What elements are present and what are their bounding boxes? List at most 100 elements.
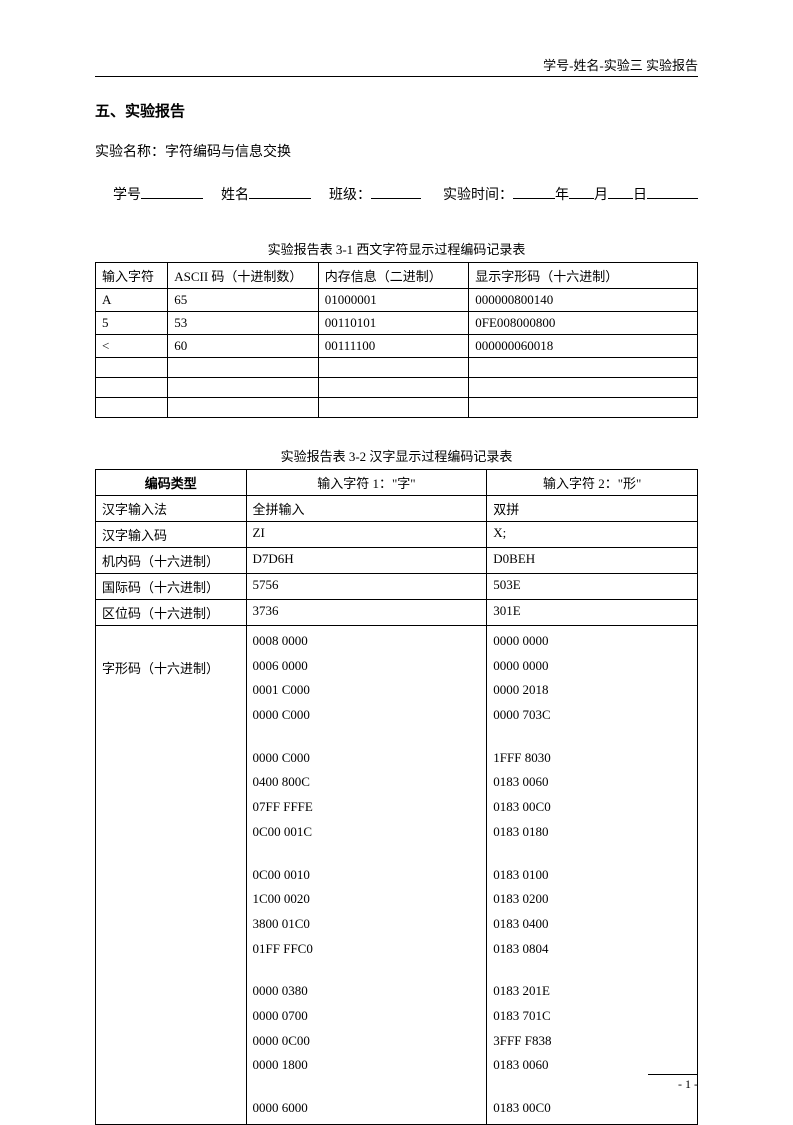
- glyph-line: 0183 201E: [493, 979, 691, 1004]
- table-cell: 汉字输入法: [96, 496, 247, 522]
- year-label: 年: [555, 184, 569, 204]
- glyph-line: [253, 961, 481, 979]
- glyph-line: 0008 0000: [253, 629, 481, 654]
- day-blank: [608, 183, 633, 199]
- glyph-line: 0000 0000: [493, 629, 691, 654]
- table-cell: D0BEH: [487, 548, 698, 574]
- header-rule: [95, 76, 698, 77]
- glyph-cell: 0000 00000000 00000000 20180000 703C 1FF…: [487, 626, 698, 1125]
- table-row: <6000111100000000060018: [96, 335, 698, 358]
- table1-header: ASCII 码（十进制数）: [168, 263, 319, 289]
- glyph-line: 0C00 0010: [253, 863, 481, 888]
- glyph-line: [253, 728, 481, 746]
- table-cell: [168, 398, 319, 418]
- table2-caption: 实验报告表 3-2 汉字显示过程编码记录表: [95, 446, 698, 465]
- glyph-line: 0C00 001C: [253, 820, 481, 845]
- glyph-line: 1C00 0020: [253, 887, 481, 912]
- day-label: 日: [633, 184, 647, 204]
- table-cell: A: [96, 289, 168, 312]
- glyph-line: 0000 0380: [253, 979, 481, 1004]
- table-cell: [469, 378, 698, 398]
- table1-header: 显示字形码（十六进制）: [469, 263, 698, 289]
- class-blank: [371, 183, 421, 199]
- glyph-line: 01FF FFC0: [253, 937, 481, 962]
- glyph-line: 1FFF 8030: [493, 746, 691, 771]
- glyph-line: 0183 00C0: [493, 795, 691, 820]
- table2-header: 编码类型: [96, 470, 247, 496]
- glyph-line: 3FFF F838: [493, 1029, 691, 1054]
- table1: 输入字符ASCII 码（十进制数）内存信息（二进制）显示字形码（十六进制）A65…: [95, 262, 698, 418]
- id-blank: [141, 183, 203, 199]
- table-row: 553001101010FE008000800: [96, 312, 698, 335]
- table-row: [96, 378, 698, 398]
- page-header: 学号-姓名-实验三 实验报告: [543, 55, 698, 74]
- table-row: A6501000001000000800140: [96, 289, 698, 312]
- table-cell: <: [96, 335, 168, 358]
- table-row: 汉字输入法全拼输入双拼: [96, 496, 698, 522]
- tail-blank: [647, 183, 698, 199]
- glyph-line: 0183 0180: [493, 820, 691, 845]
- table-cell: D7D6H: [246, 548, 487, 574]
- table-cell: 00111100: [318, 335, 469, 358]
- glyph-line: 0183 0100: [493, 863, 691, 888]
- table1-header: 内存信息（二进制）: [318, 263, 469, 289]
- table-row: 机内码（十六进制）D7D6HD0BEH: [96, 548, 698, 574]
- page-content: 五、实验报告 实验名称：字符编码与信息交换 学号 姓名 班级： 实验时间： 年 …: [95, 100, 698, 1125]
- month-label: 月: [594, 184, 608, 204]
- table-cell: [318, 358, 469, 378]
- table-cell: 双拼: [487, 496, 698, 522]
- table-row: 字形码（十六进制）0008 00000006 00000001 C0000000…: [96, 626, 698, 1125]
- glyph-line: 0000 C000: [253, 746, 481, 771]
- glyph-line: [493, 961, 691, 979]
- exp-name-value: 字符编码与信息交换: [165, 145, 291, 160]
- table2-header: 输入字符 1："字": [246, 470, 487, 496]
- table-cell: [469, 398, 698, 418]
- table-cell: 汉字输入码: [96, 522, 247, 548]
- table-cell: 00110101: [318, 312, 469, 335]
- table-cell: 01000001: [318, 289, 469, 312]
- table-cell: [96, 398, 168, 418]
- class-label: 班级：: [329, 184, 371, 204]
- month-blank: [569, 183, 594, 199]
- table1-header: 输入字符: [96, 263, 168, 289]
- table-cell: 65: [168, 289, 319, 312]
- table-cell: 3736: [246, 600, 487, 626]
- table-cell: [318, 378, 469, 398]
- glyph-line: 0001 C000: [253, 678, 481, 703]
- glyph-label-cell: 字形码（十六进制）: [96, 626, 247, 1125]
- table-cell: [96, 358, 168, 378]
- glyph-line: 3800 01C0: [253, 912, 481, 937]
- table-cell: 60: [168, 335, 319, 358]
- glyph-line: 0000 C000: [253, 703, 481, 728]
- table-row: [96, 398, 698, 418]
- glyph-line: [493, 728, 691, 746]
- table-cell: 000000060018: [469, 335, 698, 358]
- table-cell: 5756: [246, 574, 487, 600]
- glyph-line: 0000 1800: [253, 1053, 481, 1078]
- exp-name-label: 实验名称：: [95, 145, 165, 160]
- glyph-line: 0183 00C0: [493, 1096, 691, 1121]
- time-blank: [513, 183, 555, 199]
- table-cell: 区位码（十六进制）: [96, 600, 247, 626]
- table-row: 区位码（十六进制）3736301E: [96, 600, 698, 626]
- table-cell: ZI: [246, 522, 487, 548]
- table-cell: 301E: [487, 600, 698, 626]
- table-cell: [168, 378, 319, 398]
- time-label: 实验时间：: [443, 184, 513, 204]
- page-footer: - 1 -: [648, 1074, 698, 1092]
- glyph-line: [253, 845, 481, 863]
- glyph-line: 0183 0060: [493, 770, 691, 795]
- table-cell: 全拼输入: [246, 496, 487, 522]
- glyph-line: 0000 0C00: [253, 1029, 481, 1054]
- table1-caption: 实验报告表 3-1 西文字符显示过程编码记录表: [95, 239, 698, 258]
- glyph-line: 0183 0804: [493, 937, 691, 962]
- glyph-line: 0000 2018: [493, 678, 691, 703]
- table-cell: 000000800140: [469, 289, 698, 312]
- id-label: 学号: [113, 184, 141, 204]
- section-title: 五、实验报告: [95, 100, 698, 121]
- name-blank: [249, 183, 311, 199]
- table2: 编码类型输入字符 1："字"输入字符 2："形"汉字输入法全拼输入双拼汉字输入码…: [95, 469, 698, 1125]
- glyph-line: 07FF FFFE: [253, 795, 481, 820]
- glyph-line: 0183 0400: [493, 912, 691, 937]
- table-cell: 机内码（十六进制）: [96, 548, 247, 574]
